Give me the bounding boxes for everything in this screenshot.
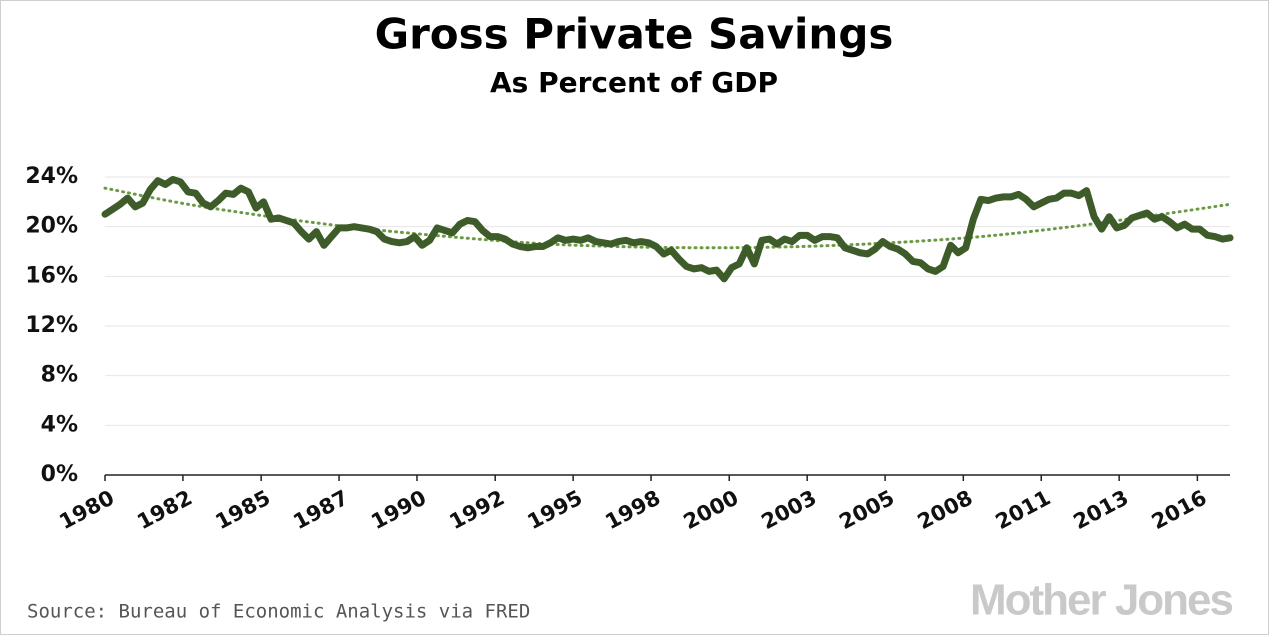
y-tick-label: 4% — [41, 412, 78, 437]
y-tick-label: 16% — [25, 263, 78, 288]
logo: Mother Jones — [970, 576, 1233, 625]
chart-subtitle: As Percent of GDP — [490, 66, 778, 99]
y-tick-label: 0% — [41, 462, 78, 487]
y-tick-label: 24% — [25, 164, 78, 189]
y-tick-label: 20% — [25, 214, 78, 239]
chart-title: Gross Private Savings — [375, 10, 894, 59]
y-tick-label: 8% — [41, 363, 78, 388]
trend-line — [103, 186, 1232, 250]
y-tick-label: 12% — [25, 313, 78, 338]
data-line — [101, 175, 1234, 283]
source: Source: Bureau of Economic Analysis via … — [27, 601, 530, 623]
